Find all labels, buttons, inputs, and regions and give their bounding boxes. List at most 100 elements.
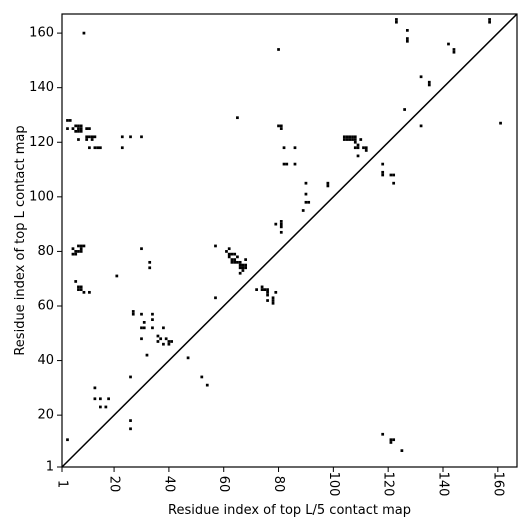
contact-point xyxy=(342,138,346,141)
contact-point xyxy=(79,285,83,289)
contact-point xyxy=(120,146,124,150)
contact-point xyxy=(170,340,174,343)
contact-point xyxy=(405,29,409,32)
contact-point xyxy=(403,108,406,111)
contact-point xyxy=(362,146,365,150)
contact-point xyxy=(131,312,135,316)
contact-point xyxy=(77,138,80,141)
contact-point xyxy=(74,252,78,256)
contact-point xyxy=(85,138,89,141)
contact-point xyxy=(342,135,346,139)
plot-frame xyxy=(61,13,518,468)
contact-point xyxy=(151,318,154,321)
contact-point xyxy=(99,405,102,409)
contact-point xyxy=(79,129,83,133)
contact-point xyxy=(285,162,289,166)
contact-point xyxy=(77,127,80,130)
contact-point xyxy=(304,181,308,185)
contact-point xyxy=(233,252,237,256)
contact-point xyxy=(85,135,89,139)
contact-point xyxy=(227,252,231,256)
contact-point xyxy=(90,138,94,141)
contact-point xyxy=(326,181,330,185)
contact-point xyxy=(271,299,275,302)
contact-point xyxy=(164,337,168,341)
y-tick-label: 20 xyxy=(37,408,54,423)
contact-point xyxy=(145,353,149,357)
contact-point xyxy=(274,222,278,226)
x-tick-label: 120 xyxy=(381,472,396,497)
contact-point xyxy=(301,209,305,212)
contact-point xyxy=(233,260,237,264)
contact-point xyxy=(131,310,135,313)
contact-point xyxy=(419,75,423,79)
contact-point xyxy=(66,119,69,122)
contact-point xyxy=(88,290,91,294)
contact-point xyxy=(230,260,234,264)
contact-point xyxy=(260,288,264,291)
contact-point xyxy=(93,397,97,401)
contact-point xyxy=(79,124,83,128)
contact-point xyxy=(389,173,393,177)
contact-point xyxy=(238,260,242,264)
contact-point xyxy=(395,20,398,24)
contact-point xyxy=(140,337,143,341)
contact-point xyxy=(307,200,311,204)
contact-point xyxy=(263,288,267,291)
contact-point xyxy=(277,124,280,128)
contact-point xyxy=(293,146,297,150)
y-tick-label: 120 xyxy=(29,135,54,150)
x-tick-label: 100 xyxy=(326,472,341,497)
contact-point xyxy=(238,271,242,275)
contact-point xyxy=(279,127,283,130)
contact-point xyxy=(93,386,97,390)
contact-point xyxy=(364,149,368,152)
contact-point xyxy=(452,50,456,54)
contact-point xyxy=(148,260,152,264)
contact-point xyxy=(159,337,163,341)
y-tick-label: 60 xyxy=(37,298,54,313)
contact-point xyxy=(77,124,80,128)
contact-point xyxy=(427,80,431,84)
contact-point xyxy=(148,266,152,270)
contact-point xyxy=(71,252,75,256)
contact-point xyxy=(326,184,330,188)
contact-point xyxy=(274,290,278,294)
contact-point xyxy=(392,181,396,185)
contact-point xyxy=(499,121,502,125)
contact-point xyxy=(389,438,393,442)
contact-point xyxy=(167,342,171,346)
contact-point xyxy=(77,250,80,253)
contact-point xyxy=(381,170,385,174)
contact-point xyxy=(74,129,78,133)
contact-point xyxy=(225,250,228,253)
contact-point xyxy=(120,135,124,139)
contact-point xyxy=(353,135,357,139)
contact-point xyxy=(241,263,245,267)
contact-point xyxy=(129,419,132,422)
contact-point xyxy=(66,127,69,130)
y-tick-label: 1 xyxy=(46,460,54,475)
contact-point xyxy=(351,138,354,141)
contact-point xyxy=(227,255,231,259)
contact-point xyxy=(359,138,363,141)
contact-point xyxy=(266,293,269,297)
contact-point xyxy=(488,18,491,21)
contact-point xyxy=(79,250,83,253)
contact-point xyxy=(427,83,431,87)
contact-point xyxy=(255,288,258,291)
contact-point xyxy=(400,449,404,452)
y-tick-label: 40 xyxy=(37,353,54,368)
contact-point xyxy=(293,162,297,166)
contact-point xyxy=(279,230,283,234)
contact-point xyxy=(266,299,269,302)
x-axis-label: Residue index of top L/5 contact map xyxy=(168,503,411,518)
y-tick-label: 80 xyxy=(37,244,54,259)
diagonal-line xyxy=(61,13,518,468)
contact-point xyxy=(227,247,231,251)
contact-point xyxy=(389,441,393,444)
contact-point xyxy=(129,375,132,379)
contact-point xyxy=(419,124,423,128)
